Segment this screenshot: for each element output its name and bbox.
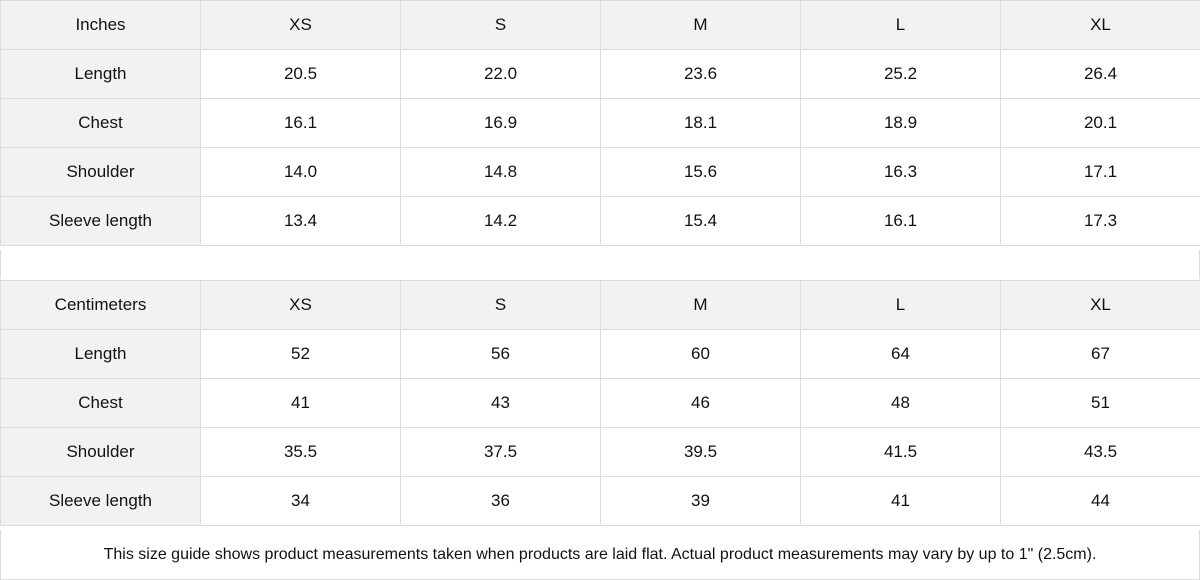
- unit-label: Inches: [0, 0, 201, 50]
- measurement-cell: 41: [200, 378, 401, 428]
- size-header: L: [800, 0, 1001, 50]
- size-header: XL: [1000, 0, 1200, 50]
- measurement-cell: 18.9: [800, 98, 1001, 148]
- measurement-cell: 23.6: [600, 49, 801, 99]
- measurement-cell: 20.5: [200, 49, 401, 99]
- row-label: Chest: [0, 98, 201, 148]
- measurement-cell: 51: [1000, 378, 1200, 428]
- size-header: XS: [200, 280, 401, 330]
- measurement-cell: 18.1: [600, 98, 801, 148]
- table-row: Sleeve length 13.4 14.2 15.4 16.1 17.3: [0, 196, 1200, 246]
- table-row: Length 52 56 60 64 67: [0, 329, 1200, 379]
- measurement-cell: 44: [1000, 476, 1200, 526]
- measurement-cell: 22.0: [400, 49, 601, 99]
- table-spacer: [0, 250, 1200, 279]
- measurement-cell: 41: [800, 476, 1001, 526]
- size-header: XL: [1000, 280, 1200, 330]
- measurement-cell: 15.4: [600, 196, 801, 246]
- size-header: XS: [200, 0, 401, 50]
- inches-size-table: Inches XS S M L XL Length 20.5 22.0 23.6 25.2 26.4 C…: [0, 0, 1200, 246]
- table-row: Chest 16.1 16.9 18.1 18.9 20.1: [0, 98, 1200, 148]
- size-guide-note: This size guide shows product measuremen…: [0, 530, 1200, 580]
- row-label: Sleeve length: [0, 196, 201, 246]
- table-row: Sleeve length 34 36 39 41 44: [0, 476, 1200, 526]
- measurement-cell: 56: [400, 329, 601, 379]
- measurement-cell: 39.5: [600, 427, 801, 477]
- size-header: L: [800, 280, 1001, 330]
- measurement-cell: 48: [800, 378, 1001, 428]
- measurement-cell: 41.5: [800, 427, 1001, 477]
- size-header: S: [400, 280, 601, 330]
- measurement-cell: 46: [600, 378, 801, 428]
- measurement-cell: 16.9: [400, 98, 601, 148]
- measurement-cell: 16.1: [200, 98, 401, 148]
- measurement-cell: 14.2: [400, 196, 601, 246]
- table-row: Chest 41 43 46 48 51: [0, 378, 1200, 428]
- measurement-cell: 14.8: [400, 147, 601, 197]
- row-label: Length: [0, 49, 201, 99]
- measurement-cell: 52: [200, 329, 401, 379]
- measurement-cell: 60: [600, 329, 801, 379]
- size-header: M: [600, 280, 801, 330]
- measurement-cell: 15.6: [600, 147, 801, 197]
- row-label: Shoulder: [0, 427, 201, 477]
- measurement-cell: 35.5: [200, 427, 401, 477]
- unit-label: Centimeters: [0, 280, 201, 330]
- measurement-cell: 64: [800, 329, 1001, 379]
- measurement-cell: 20.1: [1000, 98, 1200, 148]
- size-header: M: [600, 0, 801, 50]
- header-row: Centimeters XS S M L XL: [0, 280, 1200, 330]
- measurement-cell: 43.5: [1000, 427, 1200, 477]
- table-row: Shoulder 35.5 37.5 39.5 41.5 43.5: [0, 427, 1200, 477]
- table-row: Length 20.5 22.0 23.6 25.2 26.4: [0, 49, 1200, 99]
- measurement-cell: 67: [1000, 329, 1200, 379]
- measurement-cell: 16.1: [800, 196, 1001, 246]
- table-row: Shoulder 14.0 14.8 15.6 16.3 17.1: [0, 147, 1200, 197]
- measurement-cell: 26.4: [1000, 49, 1200, 99]
- header-row: Inches XS S M L XL: [0, 0, 1200, 50]
- row-label: Shoulder: [0, 147, 201, 197]
- measurement-cell: 16.3: [800, 147, 1001, 197]
- measurement-cell: 43: [400, 378, 601, 428]
- row-label: Length: [0, 329, 201, 379]
- measurement-cell: 25.2: [800, 49, 1001, 99]
- size-header: S: [400, 0, 601, 50]
- measurement-cell: 13.4: [200, 196, 401, 246]
- row-label: Chest: [0, 378, 201, 428]
- row-label: Sleeve length: [0, 476, 201, 526]
- measurement-cell: 14.0: [200, 147, 401, 197]
- measurement-cell: 34: [200, 476, 401, 526]
- centimeters-size-table: Centimeters XS S M L XL Length 52 56 60 64 67 Chest 4…: [0, 280, 1200, 526]
- measurement-cell: 37.5: [400, 427, 601, 477]
- measurement-cell: 36: [400, 476, 601, 526]
- measurement-cell: 17.1: [1000, 147, 1200, 197]
- measurement-cell: 17.3: [1000, 196, 1200, 246]
- measurement-cell: 39: [600, 476, 801, 526]
